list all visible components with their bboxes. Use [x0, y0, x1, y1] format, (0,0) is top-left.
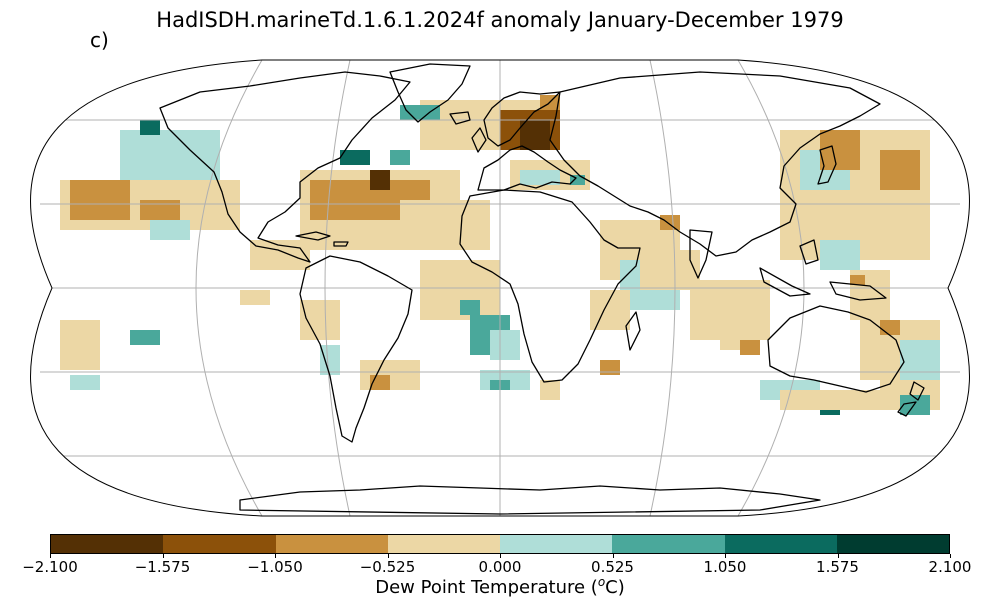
anomaly-cell	[850, 275, 865, 285]
anomaly-cell	[900, 395, 930, 415]
colorbar-tick-label: 0.000	[478, 558, 522, 576]
anomaly-cell	[130, 330, 160, 345]
anomaly-cell	[70, 180, 130, 220]
graticule	[40, 60, 960, 516]
colorbar-tickmark	[725, 554, 726, 558]
colorbar-segment	[387, 535, 500, 553]
anomaly-cell	[590, 290, 630, 330]
anomaly-cell	[250, 240, 310, 270]
anomaly-grid	[60, 95, 940, 415]
anomaly-cell	[140, 120, 160, 135]
anomaly-cell	[540, 380, 560, 400]
anomaly-cell	[820, 130, 860, 170]
colorbar-tick-label: −1.050	[247, 558, 303, 576]
anomaly-cell	[140, 200, 180, 220]
colorbar-tick-label: −0.525	[359, 558, 416, 576]
anomaly-cell	[340, 150, 370, 165]
anomaly-cell	[900, 340, 940, 380]
colorbar-tickmark	[612, 554, 614, 558]
colorbar-tick-label: 1.050	[703, 558, 747, 576]
anomaly-cell	[880, 150, 920, 190]
colorbar-segment	[500, 535, 613, 553]
colorbar-tickmark	[950, 554, 951, 558]
anomaly-cell	[120, 130, 220, 180]
anomaly-cell	[60, 320, 100, 370]
colorbar-tickmark	[500, 554, 501, 558]
colorbar-segment	[836, 535, 949, 553]
colorbar-label-unit: o	[597, 575, 606, 589]
anomaly-cell	[880, 320, 900, 335]
anomaly-cell	[780, 390, 900, 410]
anomaly-cell	[150, 220, 190, 240]
colorbar-label-suffix: C)	[605, 577, 625, 598]
colorbar-tickmark	[50, 554, 51, 558]
colorbar-segment	[163, 535, 276, 553]
colorbar-segment	[612, 535, 725, 553]
anomaly-cell	[520, 170, 560, 185]
coastlines	[159, 63, 925, 515]
colorbar-segment	[51, 535, 164, 553]
anomaly-cell	[460, 300, 480, 315]
anomaly-cell	[370, 170, 390, 190]
anomaly-cell	[600, 360, 620, 375]
colorbar-tick-label: 1.575	[816, 558, 859, 576]
colorbar-tickmark	[162, 554, 164, 558]
colorbar-segment	[275, 535, 388, 553]
anomaly-cell	[390, 150, 410, 165]
colorbar-tickmark	[275, 554, 276, 558]
map-boundary	[30, 59, 970, 517]
anomaly-cell	[570, 175, 585, 185]
anomaly-cell	[240, 290, 270, 305]
colorbar-tick-label: 2.100	[928, 558, 972, 576]
anomaly-cell	[740, 340, 760, 355]
anomaly-cell	[320, 345, 340, 375]
colorbar-tick-label: −2.100	[22, 558, 78, 576]
colorbar-label: Dew Point Temperature (oC)	[0, 575, 1000, 598]
anomaly-cell	[400, 200, 490, 250]
colorbar-tickmark	[387, 554, 389, 558]
anomaly-cell	[70, 375, 100, 390]
anomaly-cell	[490, 330, 520, 360]
anomaly-cell	[300, 300, 340, 340]
colorbar	[50, 534, 950, 554]
colorbar-label-prefix: Dew Point Temperature (	[375, 577, 598, 598]
colorbar-tick-label: 0.525	[591, 558, 634, 576]
anomaly-cell	[820, 240, 860, 270]
anomaly-cell	[400, 105, 440, 120]
panel-label: c)	[90, 28, 109, 52]
colorbar-tick-label: −1.575	[134, 558, 191, 576]
colorbar-tickmark	[837, 554, 839, 558]
anomaly-cell	[520, 120, 550, 150]
colorbar-segment	[724, 535, 837, 553]
anomaly-cell	[660, 215, 680, 230]
map-title: HadISDH.marineTd.1.6.1.2024f anomaly Jan…	[156, 8, 844, 32]
